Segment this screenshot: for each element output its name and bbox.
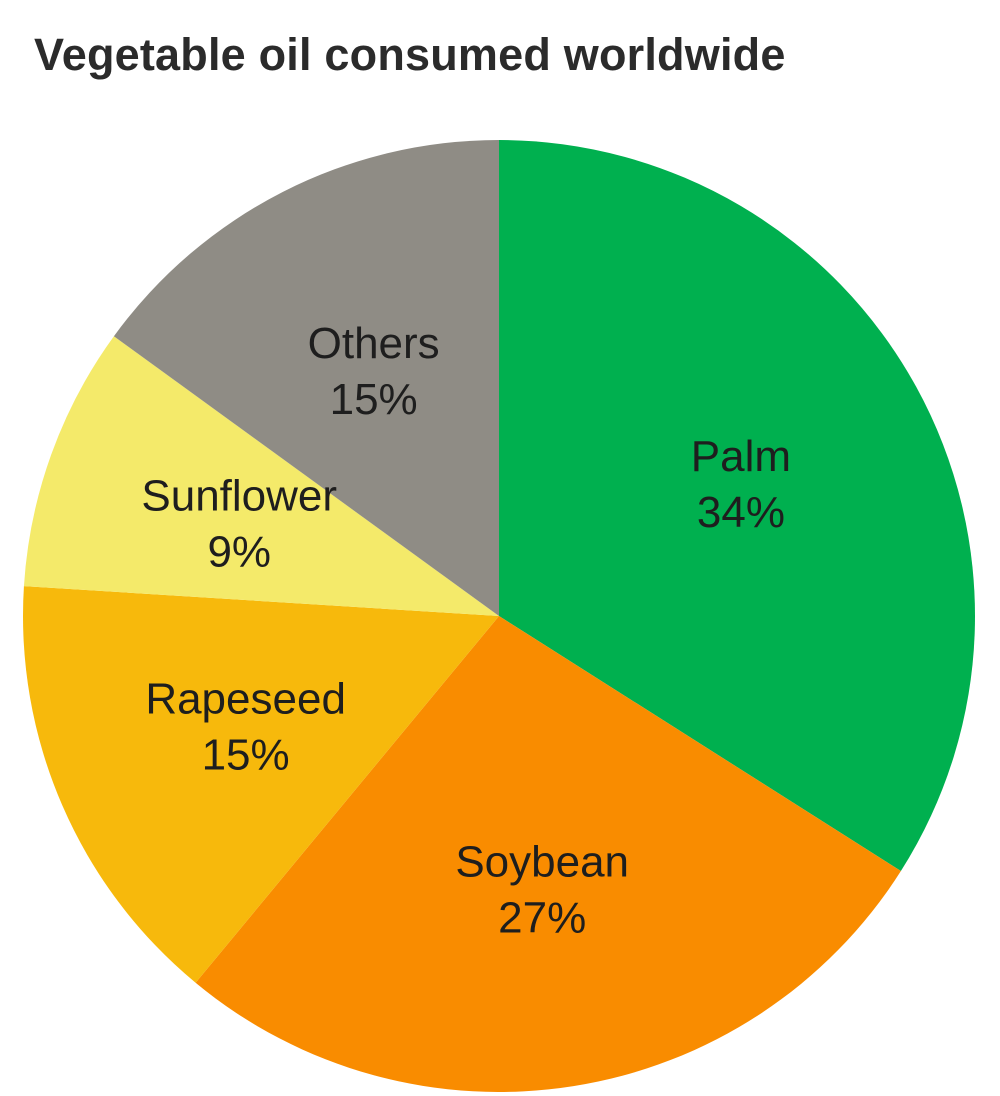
slice-label-soybean: Soybean xyxy=(455,838,629,887)
slice-value-others: 15% xyxy=(330,375,418,424)
pie-slice-rapeseed xyxy=(23,586,499,983)
pie-slice-sunflower xyxy=(23,336,500,616)
slice-value-soybean: 27% xyxy=(498,894,586,943)
pie-slice-palm xyxy=(499,140,975,872)
slice-label-palm: Palm xyxy=(691,432,791,481)
slice-value-rapeseed: 15% xyxy=(202,731,290,780)
chart-title: Vegetable oil consumed worldwide xyxy=(34,29,786,80)
pie-slices xyxy=(23,140,975,1092)
slice-value-sunflower: 9% xyxy=(207,527,271,576)
slice-label-sunflower: Sunflower xyxy=(141,471,337,520)
pie-slice-others xyxy=(113,140,500,616)
slice-value-palm: 34% xyxy=(697,488,785,537)
slice-label-rapeseed: Rapeseed xyxy=(145,675,346,724)
pie-slice-soybean xyxy=(195,616,901,1092)
slice-label-others: Others xyxy=(308,319,440,368)
pie-labels: Palm 34% Soybean 27% Rapeseed 15% Sunflower 9% O… xyxy=(141,319,791,943)
